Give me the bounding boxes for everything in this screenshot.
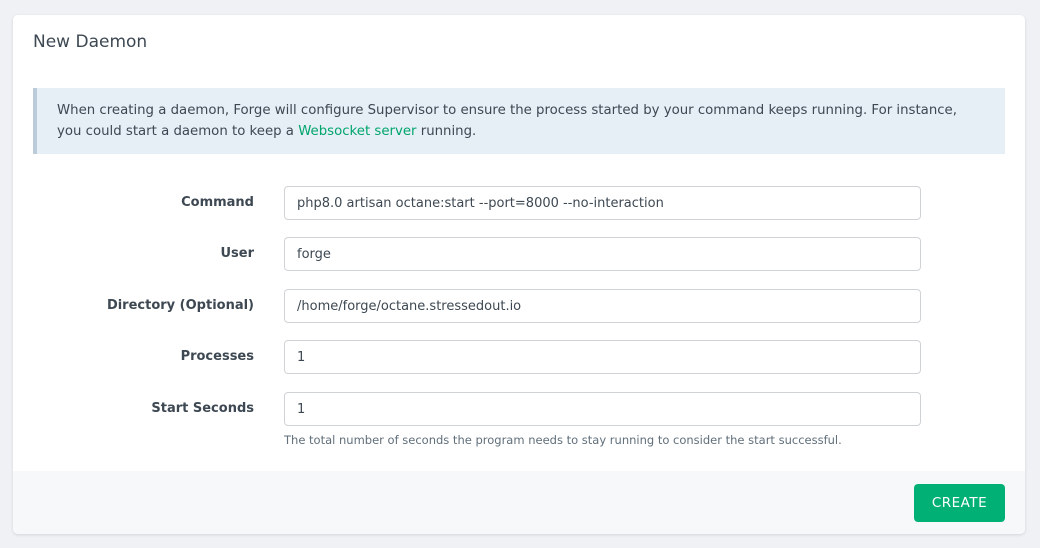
card-footer: CREATE <box>13 471 1025 534</box>
start-seconds-input[interactable] <box>284 392 921 426</box>
user-input[interactable] <box>284 237 921 271</box>
processes-row: Processes <box>13 340 1025 374</box>
directory-row: Directory (Optional) <box>13 289 1025 323</box>
create-button[interactable]: CREATE <box>914 484 1005 522</box>
directory-input[interactable] <box>284 289 921 323</box>
user-row: User <box>13 237 1025 271</box>
processes-label: Processes <box>180 349 254 364</box>
start-seconds-label: Start Seconds <box>151 401 254 416</box>
alert-text-end: running. <box>416 124 477 139</box>
card-title: New Daemon <box>33 32 148 52</box>
new-daemon-card: New Daemon When creating a daemon, Forge… <box>13 15 1025 534</box>
command-input[interactable] <box>284 186 921 220</box>
start-seconds-help: The total number of seconds the program … <box>284 433 842 447</box>
user-label: User <box>220 246 254 261</box>
processes-input[interactable] <box>284 340 921 374</box>
websocket-server-link[interactable]: Websocket server <box>298 124 417 139</box>
info-alert: When creating a daemon, Forge will confi… <box>33 88 1005 154</box>
start-seconds-row: Start Seconds <box>13 392 1025 426</box>
alert-text: When creating a daemon, Forge will confi… <box>57 103 957 139</box>
command-label: Command <box>181 195 254 210</box>
directory-label: Directory (Optional) <box>106 298 254 313</box>
command-row: Command <box>13 186 1025 220</box>
